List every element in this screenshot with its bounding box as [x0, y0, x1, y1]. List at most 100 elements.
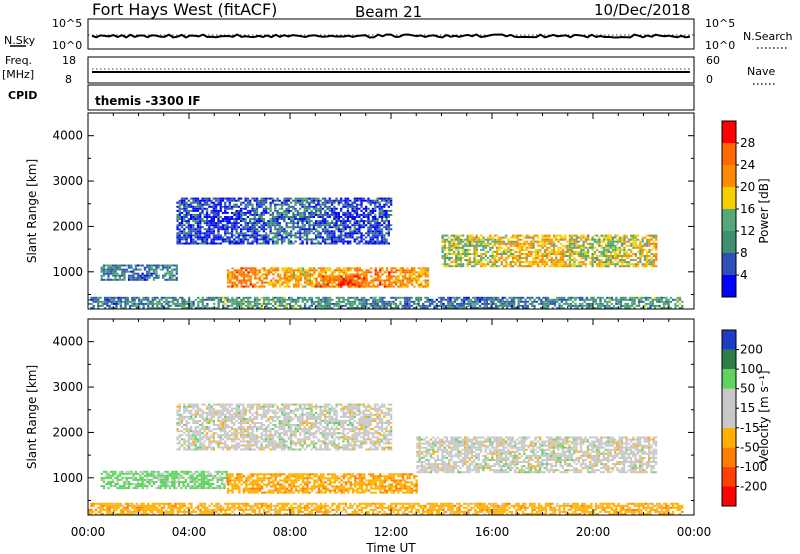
- power-cell: [192, 216, 195, 218]
- power-cell: [374, 222, 377, 225]
- power-cell: [113, 302, 116, 305]
- power-cell: [462, 244, 465, 247]
- power-cell: [326, 238, 329, 241]
- power-cell: [422, 279, 425, 282]
- power-cell: [90, 307, 93, 309]
- power-cell: [313, 273, 316, 276]
- power-cell: [228, 218, 231, 220]
- power-cell: [530, 250, 533, 253]
- power-cell: [283, 230, 286, 233]
- power-cell: [365, 273, 368, 276]
- power-cell: [176, 298, 179, 301]
- power-cell: [255, 218, 259, 220]
- power-cell: [582, 244, 585, 247]
- power-cell: [196, 232, 200, 235]
- power-cell: [584, 257, 587, 260]
- power-cell: [196, 224, 200, 227]
- power-cell: [208, 205, 211, 208]
- power-cell: [203, 307, 207, 309]
- power-cell: [369, 230, 372, 233]
- power-cell: [230, 232, 234, 235]
- power-cell: [473, 246, 476, 249]
- power-cell: [181, 304, 184, 307]
- power-cell: [310, 224, 313, 227]
- power-cell: [582, 250, 585, 253]
- power-cell: [514, 244, 517, 247]
- noise-tick-top-left: 10^5: [52, 17, 82, 30]
- power-cell: [558, 298, 561, 301]
- power-cell: [371, 211, 375, 214]
- power-cell: [299, 269, 302, 272]
- power-cell: [320, 277, 323, 280]
- power-cell: [395, 269, 398, 272]
- power-cell: [497, 304, 500, 307]
- power-cell: [533, 304, 536, 307]
- power-cell: [559, 263, 562, 266]
- power-cell: [406, 269, 409, 272]
- power-cell: [269, 220, 272, 223]
- power-cell: [333, 205, 336, 208]
- power-cell: [591, 236, 594, 239]
- power-cell: [283, 211, 286, 214]
- power-cell: [295, 281, 298, 284]
- power-cell: [112, 264, 115, 267]
- power-cell: [358, 220, 361, 223]
- power-cell: [578, 298, 582, 301]
- power-cell: [283, 269, 286, 272]
- power-cell: [262, 238, 265, 241]
- power-cell: [482, 236, 485, 239]
- power-cell: [602, 253, 606, 255]
- power-cell: [475, 255, 478, 257]
- power-cell: [662, 300, 666, 303]
- power-cell: [270, 281, 273, 284]
- power-cell: [328, 302, 332, 305]
- power-cell: [627, 255, 631, 257]
- power-cell: [344, 213, 347, 216]
- power-cell: [155, 266, 158, 269]
- power-cell: [381, 283, 384, 286]
- power-cell: [650, 238, 653, 241]
- power-cell: [369, 296, 373, 299]
- power-cell: [203, 199, 206, 202]
- power-cell: [349, 267, 352, 270]
- power-cell: [328, 298, 332, 301]
- power-cell: [527, 244, 531, 247]
- power-cell: [344, 220, 347, 223]
- power-cell: [558, 302, 561, 305]
- power-cell: [258, 302, 261, 305]
- power-cell: [226, 279, 230, 282]
- power-cell: [598, 236, 601, 239]
- power-cell: [365, 224, 368, 227]
- power-cell: [116, 268, 119, 271]
- power-cell: [585, 298, 588, 301]
- power-cell: [344, 226, 347, 229]
- power-cell: [190, 224, 193, 227]
- power-cell: [599, 307, 602, 309]
- power-cell: [623, 265, 626, 268]
- power-cell: [147, 304, 150, 307]
- power-cell: [205, 207, 209, 210]
- power-cell: [272, 267, 275, 270]
- power-cell: [544, 302, 548, 305]
- velocity-cell: [155, 487, 158, 490]
- power-cell: [319, 300, 323, 303]
- power-cell: [578, 304, 582, 307]
- power-cell: [363, 302, 366, 305]
- power-cell: [212, 216, 215, 218]
- power-cell: [321, 203, 325, 206]
- power-cell: [330, 230, 334, 233]
- power-cell: [290, 304, 293, 307]
- power-cell: [100, 276, 103, 279]
- power-cell: [265, 296, 268, 299]
- power-cell: [582, 234, 585, 237]
- power-cell: [319, 234, 322, 237]
- power-cell: [258, 213, 261, 216]
- power-cell: [641, 265, 644, 268]
- power-cell: [602, 265, 606, 268]
- power-cell: [122, 296, 125, 299]
- power-cell: [249, 279, 252, 282]
- power-cell: [245, 281, 248, 284]
- power-cell: [279, 273, 282, 276]
- power-cell: [574, 307, 577, 309]
- power-cell: [281, 300, 284, 303]
